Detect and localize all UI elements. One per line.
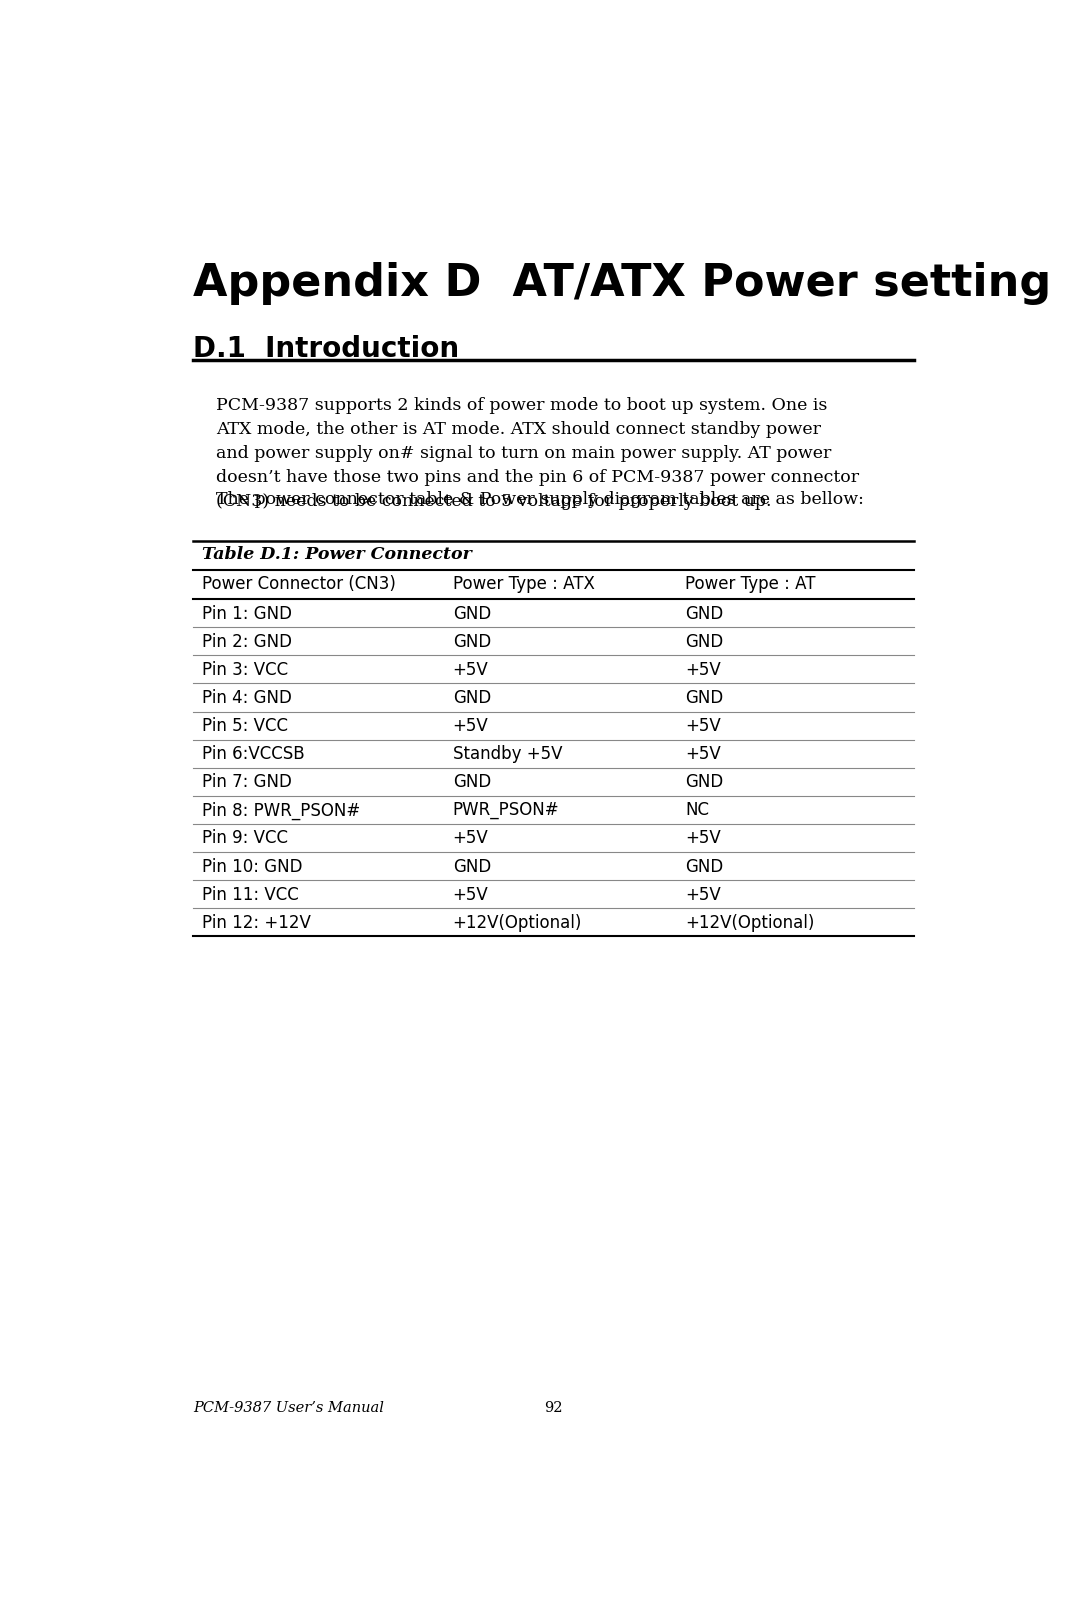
Text: +5V: +5V [685, 660, 721, 680]
Text: GND: GND [453, 858, 491, 875]
Text: Standby +5V: Standby +5V [453, 746, 563, 764]
Text: Pin 6:VCCSB: Pin 6:VCCSB [202, 746, 305, 764]
Text: +5V: +5V [685, 830, 721, 848]
Text: Power Type : AT: Power Type : AT [685, 576, 815, 594]
Text: PWR_PSON#: PWR_PSON# [453, 801, 559, 819]
Text: GND: GND [685, 773, 724, 791]
Text: PCM-9387 User’s Manual: PCM-9387 User’s Manual [193, 1401, 384, 1416]
Text: Pin 10: GND: Pin 10: GND [202, 858, 302, 875]
Text: Power Type : ATX: Power Type : ATX [453, 576, 595, 594]
Text: GND: GND [685, 605, 724, 623]
Text: Pin 11: VCC: Pin 11: VCC [202, 885, 299, 903]
Text: GND: GND [453, 773, 491, 791]
Text: +5V: +5V [453, 717, 488, 735]
Text: Pin 12: +12V: Pin 12: +12V [202, 914, 311, 932]
Text: Pin 9: VCC: Pin 9: VCC [202, 830, 288, 848]
Text: GND: GND [453, 633, 491, 650]
Text: D.1  Introduction: D.1 Introduction [193, 335, 459, 362]
Text: NC: NC [685, 801, 710, 819]
Text: 92: 92 [544, 1401, 563, 1416]
Text: Pin 7: GND: Pin 7: GND [202, 773, 293, 791]
Text: +12V(Optional): +12V(Optional) [685, 914, 814, 932]
Text: +5V: +5V [685, 717, 721, 735]
Text: Power Connector (CN3): Power Connector (CN3) [202, 576, 396, 594]
Text: Pin 5: VCC: Pin 5: VCC [202, 717, 288, 735]
Text: +5V: +5V [453, 885, 488, 903]
Text: GND: GND [453, 605, 491, 623]
Text: +5V: +5V [685, 885, 721, 903]
Text: GND: GND [685, 689, 724, 707]
Text: PCM-9387 supports 2 kinds of power mode to boot up system. One is
ATX mode, the : PCM-9387 supports 2 kinds of power mode … [216, 396, 860, 510]
Text: Pin 4: GND: Pin 4: GND [202, 689, 293, 707]
Text: The power connector table & Power supply diagram tables are as bellow:: The power connector table & Power supply… [216, 492, 864, 508]
Text: Pin 2: GND: Pin 2: GND [202, 633, 293, 650]
Text: Pin 1: GND: Pin 1: GND [202, 605, 293, 623]
Text: Appendix D  AT/ATX Power setting: Appendix D AT/ATX Power setting [193, 262, 1051, 304]
Text: Table D.1: Power Connector: Table D.1: Power Connector [202, 545, 472, 563]
Text: GND: GND [685, 633, 724, 650]
Text: Pin 8: PWR_PSON#: Pin 8: PWR_PSON# [202, 801, 361, 820]
Text: Pin 3: VCC: Pin 3: VCC [202, 660, 288, 680]
Text: +12V(Optional): +12V(Optional) [453, 914, 582, 932]
Text: +5V: +5V [453, 660, 488, 680]
Text: +5V: +5V [685, 746, 721, 764]
Text: GND: GND [453, 689, 491, 707]
Text: +5V: +5V [453, 830, 488, 848]
Text: GND: GND [685, 858, 724, 875]
